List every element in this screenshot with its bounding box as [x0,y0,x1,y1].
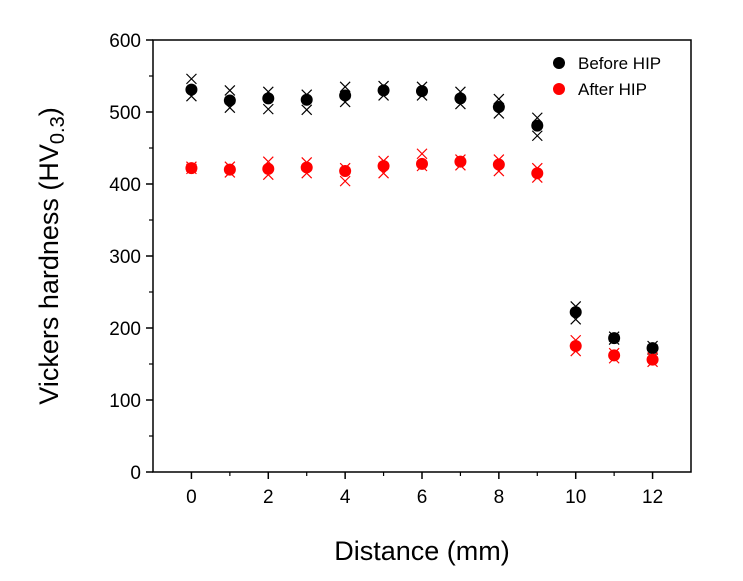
measurement-cross-before-hip [224,84,236,96]
measurement-cross-before-hip [262,103,274,115]
mean-point-after-hip [608,349,621,362]
ticks-layer [146,39,654,479]
mean-point-after-hip [646,353,659,366]
y-tick-label: 600 [109,31,141,52]
measurement-cross-before-hip [339,81,351,93]
x-tick-label: 8 [494,487,505,508]
y-tick-label: 400 [109,175,141,196]
y-axis-title-close: ) [34,107,64,116]
y-axis-title-main: Vickers hardness (HV [34,144,64,405]
mean-point-after-hip [223,163,236,176]
mean-point-after-hip [569,340,582,352]
points-layer [185,73,659,368]
x-tick-label: 6 [417,487,428,508]
legend-label-before-hip: Before HIP [578,54,661,73]
mean-point-after-hip [377,160,390,172]
measurement-cross-before-hip [301,104,313,116]
measurement-cross-before-hip [531,130,543,142]
measurement-cross-before-hip [186,73,197,85]
mean-point-before-hip [608,332,621,345]
mean-point-before-hip [531,119,544,132]
mean-point-after-hip [416,157,428,170]
measurement-cross-after-hip [339,175,351,187]
legend-label-after-hip: After HIP [578,80,647,99]
mean-point-before-hip [377,84,390,97]
legend: Before HIP After HIP [553,54,661,99]
mean-point-before-hip [646,342,659,355]
y-tick-label: 500 [109,103,141,124]
mean-point-before-hip [492,100,505,113]
y-tick-label: 300 [109,247,141,268]
measurement-cross-after-hip [416,148,428,160]
y-tick-label: 0 [130,463,141,484]
y-axis-title: Vickers hardness (HV0.3) [34,107,69,404]
mean-point-before-hip [416,85,428,98]
series-after-hip [185,148,659,368]
x-tick-label: 2 [263,487,274,508]
legend-marker-after-hip [553,83,565,95]
x-tick-label: 4 [340,487,351,508]
mean-point-before-hip [185,83,198,96]
mean-point-before-hip [339,89,352,102]
legend-marker-before-hip [553,57,565,69]
mean-point-after-hip [339,165,352,178]
x-tick-label: 0 [186,487,197,508]
mean-point-after-hip [531,167,544,180]
x-tick-label: 10 [565,487,586,508]
y-tick-label: 200 [109,319,141,340]
mean-point-after-hip [492,158,505,171]
mean-point-before-hip [569,306,582,319]
mean-point-after-hip [454,155,467,168]
x-tick-label: 12 [642,487,663,508]
y-tick-label: 100 [109,391,141,412]
mean-point-before-hip [454,92,467,105]
mean-point-after-hip [300,161,313,174]
series-before-hip [185,73,659,356]
tick-labels-layer: 0 100 200 300 400 500 600 0 2 4 6 8 10 12 [109,31,663,508]
mean-point-after-hip [262,162,275,175]
mean-point-before-hip [262,92,275,105]
mean-point-after-hip [185,162,198,175]
mean-point-before-hip [223,94,236,107]
mean-point-before-hip [300,93,313,106]
x-axis-title: Distance (mm) [334,536,510,566]
y-axis-title-sub: 0.3 [47,116,69,144]
